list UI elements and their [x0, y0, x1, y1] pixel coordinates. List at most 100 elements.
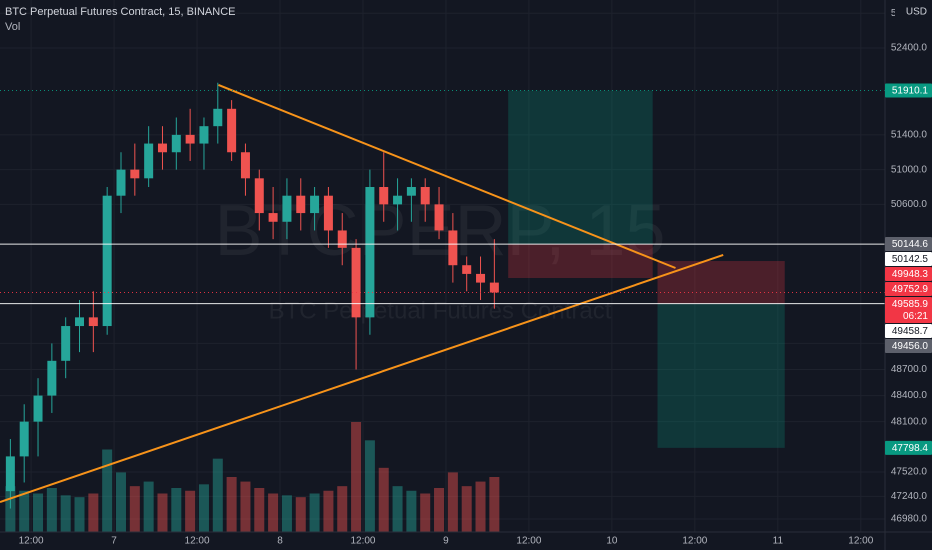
candle-body [47, 360, 57, 396]
price-tag [885, 323, 932, 338]
candle-body [296, 195, 306, 214]
price-tag-label: 50144.6 [892, 239, 929, 250]
candle-body [227, 108, 237, 153]
candle-body [157, 143, 167, 153]
candle-body [5, 456, 15, 492]
candle-body [393, 195, 403, 205]
candle-body [462, 265, 472, 274]
volume-bar [185, 490, 196, 532]
volume-bar [74, 497, 85, 532]
volume-bar [268, 493, 279, 532]
trend-line [218, 84, 676, 269]
currency-label[interactable]: USD [906, 7, 927, 18]
volume-bar [447, 472, 458, 532]
y-tick-label: 47240.0 [891, 491, 928, 502]
volume-bar [157, 493, 168, 532]
price-tag-label: 47798.4 [892, 443, 929, 454]
volume-bar [254, 488, 265, 532]
y-tick-label: 51000.0 [891, 164, 928, 175]
candle-body [434, 204, 444, 231]
currency-bg [895, 4, 927, 20]
volume-bar [115, 472, 126, 532]
volume-bar [46, 488, 57, 532]
candle-body [420, 187, 430, 205]
candle-body [476, 273, 486, 283]
volume-bar [461, 486, 472, 532]
countdown-label: 06:21 [903, 311, 928, 322]
volume-bar [489, 477, 500, 532]
candle-body [448, 230, 458, 266]
price-tag-label: 49458.7 [892, 326, 929, 337]
candle-body [351, 247, 361, 318]
x-tick-label: 8 [277, 536, 283, 547]
x-tick-label: 12:00 [516, 536, 541, 547]
price-tag [885, 266, 932, 281]
candle-body [365, 187, 375, 318]
position-stop-zone [657, 261, 785, 304]
x-tick-label: 12:00 [19, 536, 44, 547]
candle-body [102, 195, 112, 327]
candle-body [185, 134, 195, 144]
x-tick-label: 12:00 [185, 536, 210, 547]
watermark-subtitle: BTC Perpetual Futures Contract [269, 297, 612, 324]
volume-bar [309, 493, 320, 532]
candle-body [130, 169, 140, 179]
price-tag [885, 236, 932, 251]
candle-body [116, 169, 126, 196]
price-tag-label: 49948.3 [892, 269, 929, 280]
y-tick-label: 50600.0 [891, 199, 928, 210]
price-tag-label: 50142.5 [892, 254, 929, 265]
price-tag [885, 296, 932, 323]
volume-bar [102, 449, 113, 532]
volume-bar [198, 484, 209, 532]
volume-bar [33, 493, 44, 532]
price-tag [885, 281, 932, 296]
volume-bar [212, 458, 223, 532]
volume-bar [364, 440, 375, 532]
position-target-zone [657, 303, 785, 448]
candle-body [171, 134, 181, 153]
volume-bar [171, 488, 182, 532]
y-tick-label: 51400.0 [891, 130, 928, 141]
y-tick-label: 52400.0 [891, 43, 928, 54]
price-tag-label: 49456.0 [892, 341, 929, 352]
x-tick-label: 9 [443, 536, 449, 547]
volume-bar [351, 422, 362, 532]
volume-bar [60, 495, 71, 532]
candle-body [323, 195, 333, 231]
candle-body [379, 187, 389, 205]
candle-body [33, 395, 43, 422]
trend-line [0, 254, 724, 503]
volume-bar [420, 493, 431, 532]
volume-bar [281, 495, 292, 532]
volume-bar [88, 493, 99, 532]
price-tag [885, 251, 932, 266]
y-tick-label: 47520.0 [891, 467, 928, 478]
volume-bar [295, 497, 306, 532]
candle-body [406, 187, 416, 196]
y-tick-label: 48400.0 [891, 390, 928, 401]
volume-bar [475, 481, 486, 532]
price-tag [885, 338, 932, 353]
candle-body [282, 195, 292, 222]
candle-body [75, 317, 85, 327]
candle-body [61, 326, 71, 361]
price-tag [885, 83, 932, 98]
volume-bar [406, 490, 417, 532]
volume-label: Vol [5, 21, 20, 33]
price-tag-label: 51910.1 [892, 86, 929, 97]
candle-body [199, 126, 209, 144]
y-tick-label: 48100.0 [891, 416, 928, 427]
candle-body [254, 178, 264, 214]
volume-bar [19, 490, 30, 532]
volume-bar [337, 486, 348, 532]
volume-bar [240, 481, 251, 532]
y-tick-label: 46980.0 [891, 514, 928, 525]
candle-body [337, 230, 347, 248]
volume-bar [5, 486, 16, 532]
price-tag [885, 440, 932, 455]
candle-body [213, 108, 223, 127]
position-target-zone [508, 90, 653, 244]
price-tag-label: 49752.9 [892, 284, 929, 295]
